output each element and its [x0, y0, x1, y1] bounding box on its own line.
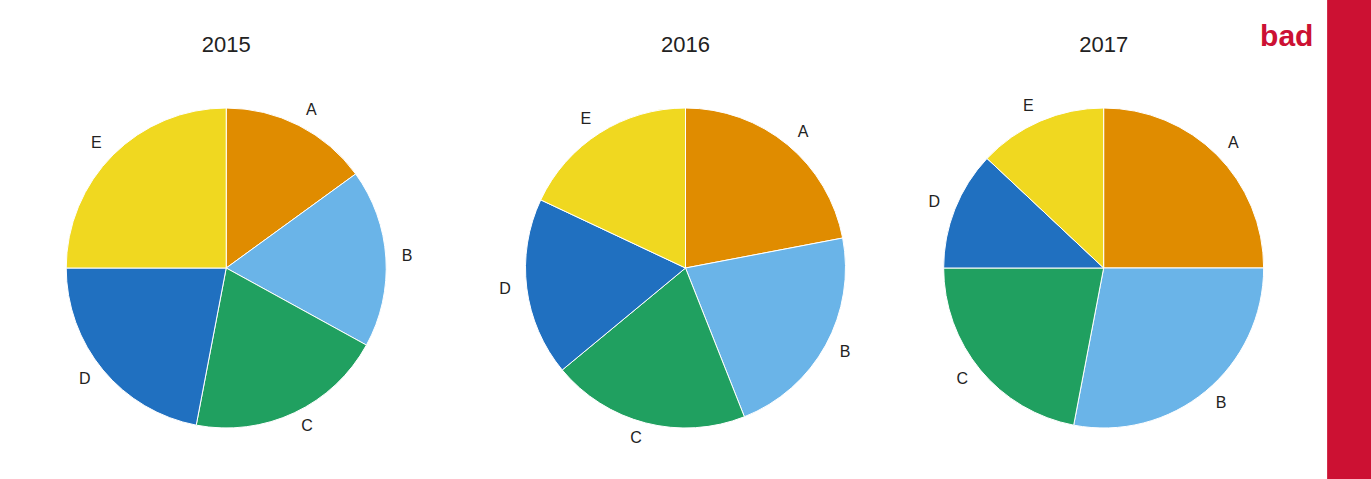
slice-label: D: [928, 193, 940, 210]
pie-slice: [944, 268, 1104, 425]
slices: [944, 108, 1264, 428]
slice-label: D: [79, 370, 91, 387]
annotation: bad: [1260, 19, 1313, 52]
pie-chart: A B C D E: [66, 101, 412, 434]
annotation-bar: [1327, 0, 1371, 479]
slice-label: B: [402, 247, 413, 264]
slice-label: B: [840, 343, 851, 360]
chart-title: 2017: [1079, 32, 1128, 57]
slice-labels: A B C D E: [499, 110, 850, 446]
chart-title: 2015: [202, 32, 251, 57]
slice-label: E: [581, 110, 592, 127]
slice-label: E: [1023, 97, 1034, 114]
slice-labels: A B C D E: [79, 101, 412, 434]
chart-title: 2016: [661, 32, 710, 57]
pie-slice: [987, 108, 1104, 268]
slice-labels: A B C D E: [928, 97, 1239, 411]
pie-chart: A B C D E: [499, 108, 850, 446]
pie-chart: A B C D E: [928, 97, 1263, 428]
slice-label: C: [630, 429, 642, 446]
slice-label: B: [1216, 394, 1227, 411]
slices: [66, 108, 386, 428]
pie-slice: [1104, 108, 1264, 268]
pie-slice: [541, 108, 686, 268]
slice-label: D: [499, 280, 511, 297]
slices: [526, 108, 846, 428]
slice-label: A: [798, 123, 809, 140]
chart-canvas: A B C D E 2015 A B C D E 2016 A B C D E 2017 bad: [0, 0, 1371, 479]
slice-label: A: [1228, 134, 1239, 151]
slice-label: C: [956, 370, 968, 387]
slice-label: C: [301, 417, 313, 434]
slice-label: E: [91, 134, 102, 151]
pie-slice: [1074, 268, 1264, 428]
pie-slice: [66, 108, 226, 268]
pie-slice: [66, 268, 226, 425]
slice-label: A: [306, 101, 317, 118]
